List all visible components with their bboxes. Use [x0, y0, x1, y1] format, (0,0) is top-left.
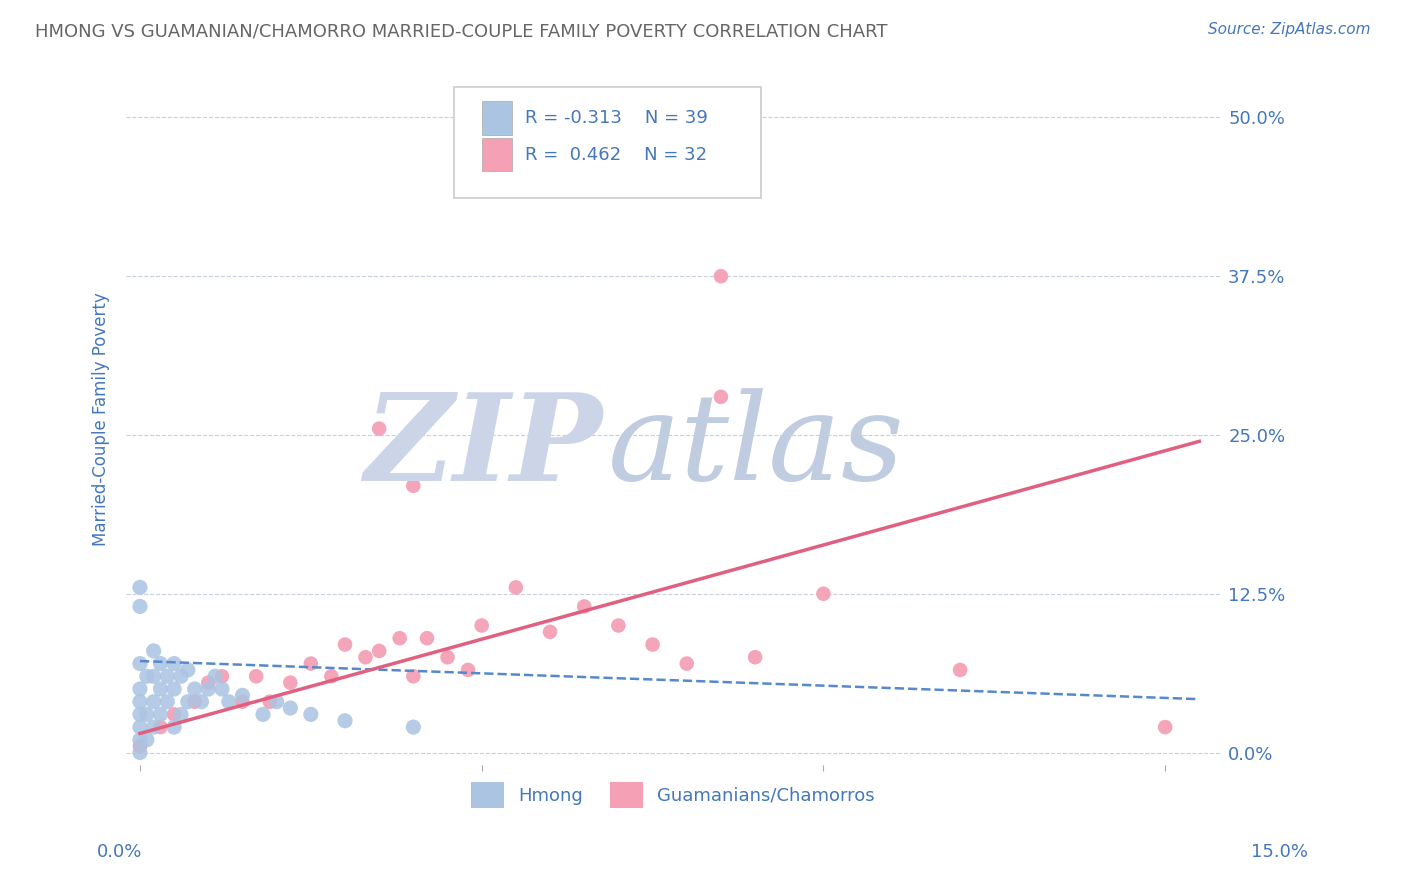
Point	[245, 669, 267, 683]
Point	[129, 707, 152, 722]
Point	[252, 707, 274, 722]
Point	[129, 681, 152, 696]
Point	[299, 657, 322, 671]
Point	[368, 422, 391, 436]
Point	[142, 669, 165, 683]
Point	[197, 681, 219, 696]
Point	[129, 695, 152, 709]
Point	[710, 390, 733, 404]
Point	[177, 663, 200, 677]
Point	[607, 618, 630, 632]
Point	[266, 695, 288, 709]
Point	[204, 669, 226, 683]
Point	[574, 599, 596, 614]
Point	[170, 669, 193, 683]
Point	[333, 638, 356, 652]
Point	[183, 681, 205, 696]
Point	[129, 581, 152, 595]
Point	[641, 638, 664, 652]
Point	[142, 644, 165, 658]
Point	[129, 720, 152, 734]
Point	[135, 669, 157, 683]
Point	[218, 695, 240, 709]
Point	[135, 732, 157, 747]
Point	[416, 631, 439, 645]
Point	[211, 681, 233, 696]
Text: 0.0%: 0.0%	[97, 843, 142, 861]
Point	[129, 739, 152, 753]
Text: HMONG VS GUAMANIAN/CHAMORRO MARRIED-COUPLE FAMILY POVERTY CORRELATION CHART: HMONG VS GUAMANIAN/CHAMORRO MARRIED-COUP…	[35, 22, 887, 40]
Point	[402, 669, 425, 683]
Point	[177, 695, 200, 709]
Point	[163, 657, 186, 671]
Point	[129, 657, 152, 671]
Point	[183, 695, 205, 709]
Point	[278, 701, 301, 715]
Point	[231, 695, 253, 709]
Text: R = -0.313    N = 39: R = -0.313 N = 39	[526, 109, 709, 127]
Point	[949, 663, 972, 677]
Point	[457, 663, 479, 677]
Point	[197, 675, 219, 690]
Point	[813, 587, 835, 601]
FancyBboxPatch shape	[454, 87, 761, 198]
Point	[231, 689, 253, 703]
Point	[278, 675, 301, 690]
Point	[170, 707, 193, 722]
Point	[129, 732, 152, 747]
Point	[163, 720, 186, 734]
Legend: Hmong, Guamanians/Chamorros: Hmong, Guamanians/Chamorros	[464, 775, 882, 815]
Point	[402, 479, 425, 493]
Point	[259, 695, 281, 709]
Point	[142, 720, 165, 734]
Point	[744, 650, 766, 665]
Point	[333, 714, 356, 728]
Text: Source: ZipAtlas.com: Source: ZipAtlas.com	[1208, 22, 1371, 37]
Point	[354, 650, 377, 665]
Point	[211, 669, 233, 683]
Point	[163, 707, 186, 722]
Text: R =  0.462    N = 32: R = 0.462 N = 32	[526, 145, 707, 163]
Point	[641, 180, 664, 194]
Point	[129, 599, 152, 614]
Point	[129, 746, 152, 760]
Point	[436, 650, 458, 665]
Point	[135, 707, 157, 722]
Point	[388, 631, 411, 645]
Point	[675, 657, 697, 671]
Point	[156, 695, 179, 709]
Point	[710, 269, 733, 284]
Point	[156, 669, 179, 683]
Point	[149, 681, 172, 696]
FancyBboxPatch shape	[482, 102, 512, 135]
Point	[149, 657, 172, 671]
Text: atlas: atlas	[607, 388, 904, 506]
Point	[163, 681, 186, 696]
FancyBboxPatch shape	[482, 138, 512, 171]
Point	[1154, 720, 1177, 734]
Point	[142, 695, 165, 709]
Y-axis label: Married-Couple Family Poverty: Married-Couple Family Poverty	[93, 293, 110, 546]
Point	[149, 720, 172, 734]
Point	[402, 720, 425, 734]
Point	[190, 695, 212, 709]
Point	[505, 581, 527, 595]
Text: ZIP: ZIP	[364, 387, 602, 506]
Point	[471, 618, 494, 632]
Point	[538, 624, 561, 639]
Point	[149, 707, 172, 722]
Point	[368, 644, 391, 658]
Point	[321, 669, 343, 683]
Point	[299, 707, 322, 722]
Text: 15.0%: 15.0%	[1251, 843, 1308, 861]
